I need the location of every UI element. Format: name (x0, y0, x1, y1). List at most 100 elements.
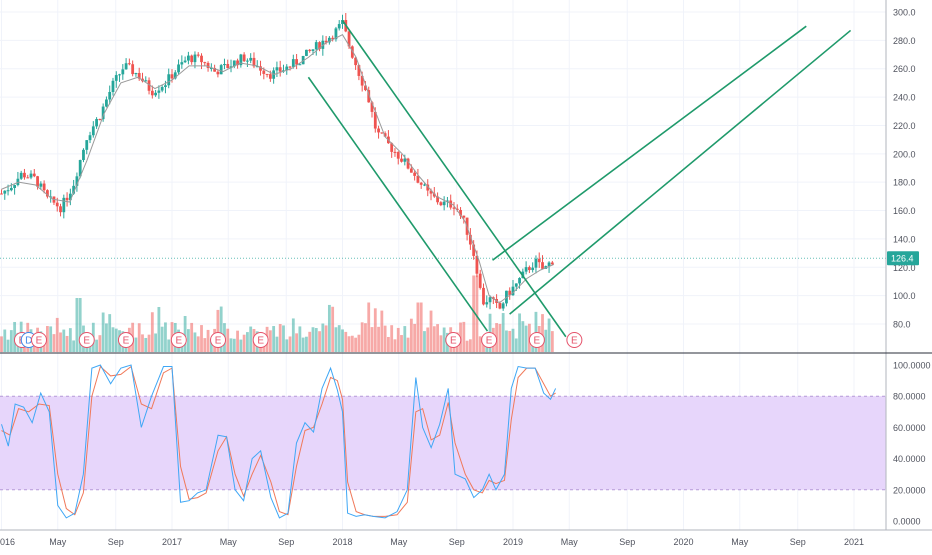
candle-body (409, 168, 413, 173)
candle-body (432, 193, 436, 197)
candle-body (534, 258, 538, 268)
volume-bar (544, 329, 548, 352)
time-tick-label: May (561, 537, 579, 547)
oscillator-tick-label: 20.0000 (893, 485, 926, 495)
volume-bar (403, 326, 407, 352)
candle-body (223, 64, 226, 66)
axes (0, 0, 932, 531)
volume-bar (229, 338, 233, 352)
time-tick-label: Sep (278, 537, 294, 547)
event-marker[interactable]: E (210, 332, 227, 348)
volume-bar (3, 329, 7, 352)
price-tick-label: 240.0 (893, 93, 916, 103)
volume-bar (160, 326, 164, 352)
event-marker[interactable]: E (445, 332, 462, 348)
candle-body (85, 140, 89, 150)
volume-bar (337, 325, 341, 352)
candle-body (124, 63, 128, 70)
price-tick-label: 120.0 (893, 263, 916, 273)
candle-body (488, 297, 492, 303)
event-marker[interactable]: E (170, 332, 187, 348)
candle-body (111, 80, 115, 92)
candle-body (75, 176, 79, 186)
volume-bar (311, 327, 315, 352)
volume-bar (249, 326, 253, 352)
volume-bar (154, 333, 158, 352)
volume-bar (360, 322, 364, 352)
event-marker[interactable]: E (31, 332, 48, 348)
candle-body (318, 42, 321, 49)
volume-bar (49, 326, 53, 352)
event-marker-circle (566, 332, 583, 348)
event-marker-circle (252, 332, 269, 348)
candle-body (249, 57, 253, 61)
volume-bar (305, 336, 308, 352)
event-marker-circle (481, 332, 498, 348)
trendline (341, 20, 567, 338)
candle-body (246, 60, 249, 62)
volume-bar (232, 338, 236, 352)
volume-bar (518, 313, 521, 352)
event-markers[interactable]: EDEEEEEEEEEE (13, 332, 583, 348)
volume-bar (219, 306, 223, 352)
volume-bar (383, 325, 387, 352)
event-marker[interactable]: E (528, 332, 545, 348)
price-tick-label: 100.0 (893, 291, 916, 301)
candle-body (72, 185, 76, 194)
price-tick-label: 140.0 (893, 234, 916, 244)
candle-body (177, 64, 180, 73)
event-marker-circle (117, 332, 134, 348)
volume-bar (534, 311, 538, 352)
candle-body (78, 160, 82, 177)
volume-bar (321, 323, 325, 352)
volume-bar (9, 330, 13, 352)
price-axis-labels: 80.0 100.0 120.0 140.0 160.0 180.0 200.0 220.0 2… (893, 8, 916, 330)
stochastic-lines (1, 364, 557, 519)
event-marker-letter: E (450, 336, 457, 347)
volume-bar (101, 312, 105, 352)
candle-body (305, 49, 308, 56)
event-marker-letter: E (215, 336, 222, 347)
candle-body (16, 178, 20, 186)
candle-body (390, 143, 394, 152)
event-marker[interactable]: E (78, 332, 95, 348)
candle-body (308, 49, 312, 51)
candle-body (429, 190, 433, 194)
candle-body (137, 73, 141, 79)
volume-bar (550, 331, 554, 352)
candle-body (23, 172, 26, 178)
event-marker[interactable]: E (566, 332, 583, 348)
candle-body (468, 234, 472, 245)
time-tick-label: Sep (790, 537, 806, 547)
volume-bar (327, 304, 331, 352)
volume-bar (367, 302, 371, 352)
event-marker[interactable]: E (252, 332, 269, 348)
candle-body (167, 74, 171, 86)
candle-body (350, 46, 354, 58)
event-marker[interactable]: E (481, 332, 498, 348)
candle-body (157, 90, 161, 93)
event-marker[interactable]: E (117, 332, 134, 348)
candle-body (183, 60, 187, 63)
candle-body (370, 102, 374, 112)
candle-body (360, 75, 364, 86)
volume-bar (406, 337, 410, 352)
volume-bar (423, 331, 426, 352)
candle-body (501, 303, 505, 309)
volume-bar (200, 325, 203, 352)
candle-body (373, 111, 377, 129)
volume-bar (318, 331, 321, 352)
candle-body (416, 175, 420, 183)
volume-bar (272, 326, 276, 352)
time-tick-label: Sep (449, 537, 465, 547)
event-marker-letter: D (25, 336, 32, 347)
volume-bar (134, 337, 138, 352)
candle-body (475, 255, 479, 274)
candle-body (462, 215, 466, 218)
price-candles[interactable] (0, 12, 554, 311)
volume-bar (400, 335, 403, 352)
event-marker-circle (170, 332, 187, 348)
trendlines[interactable] (307, 20, 852, 338)
